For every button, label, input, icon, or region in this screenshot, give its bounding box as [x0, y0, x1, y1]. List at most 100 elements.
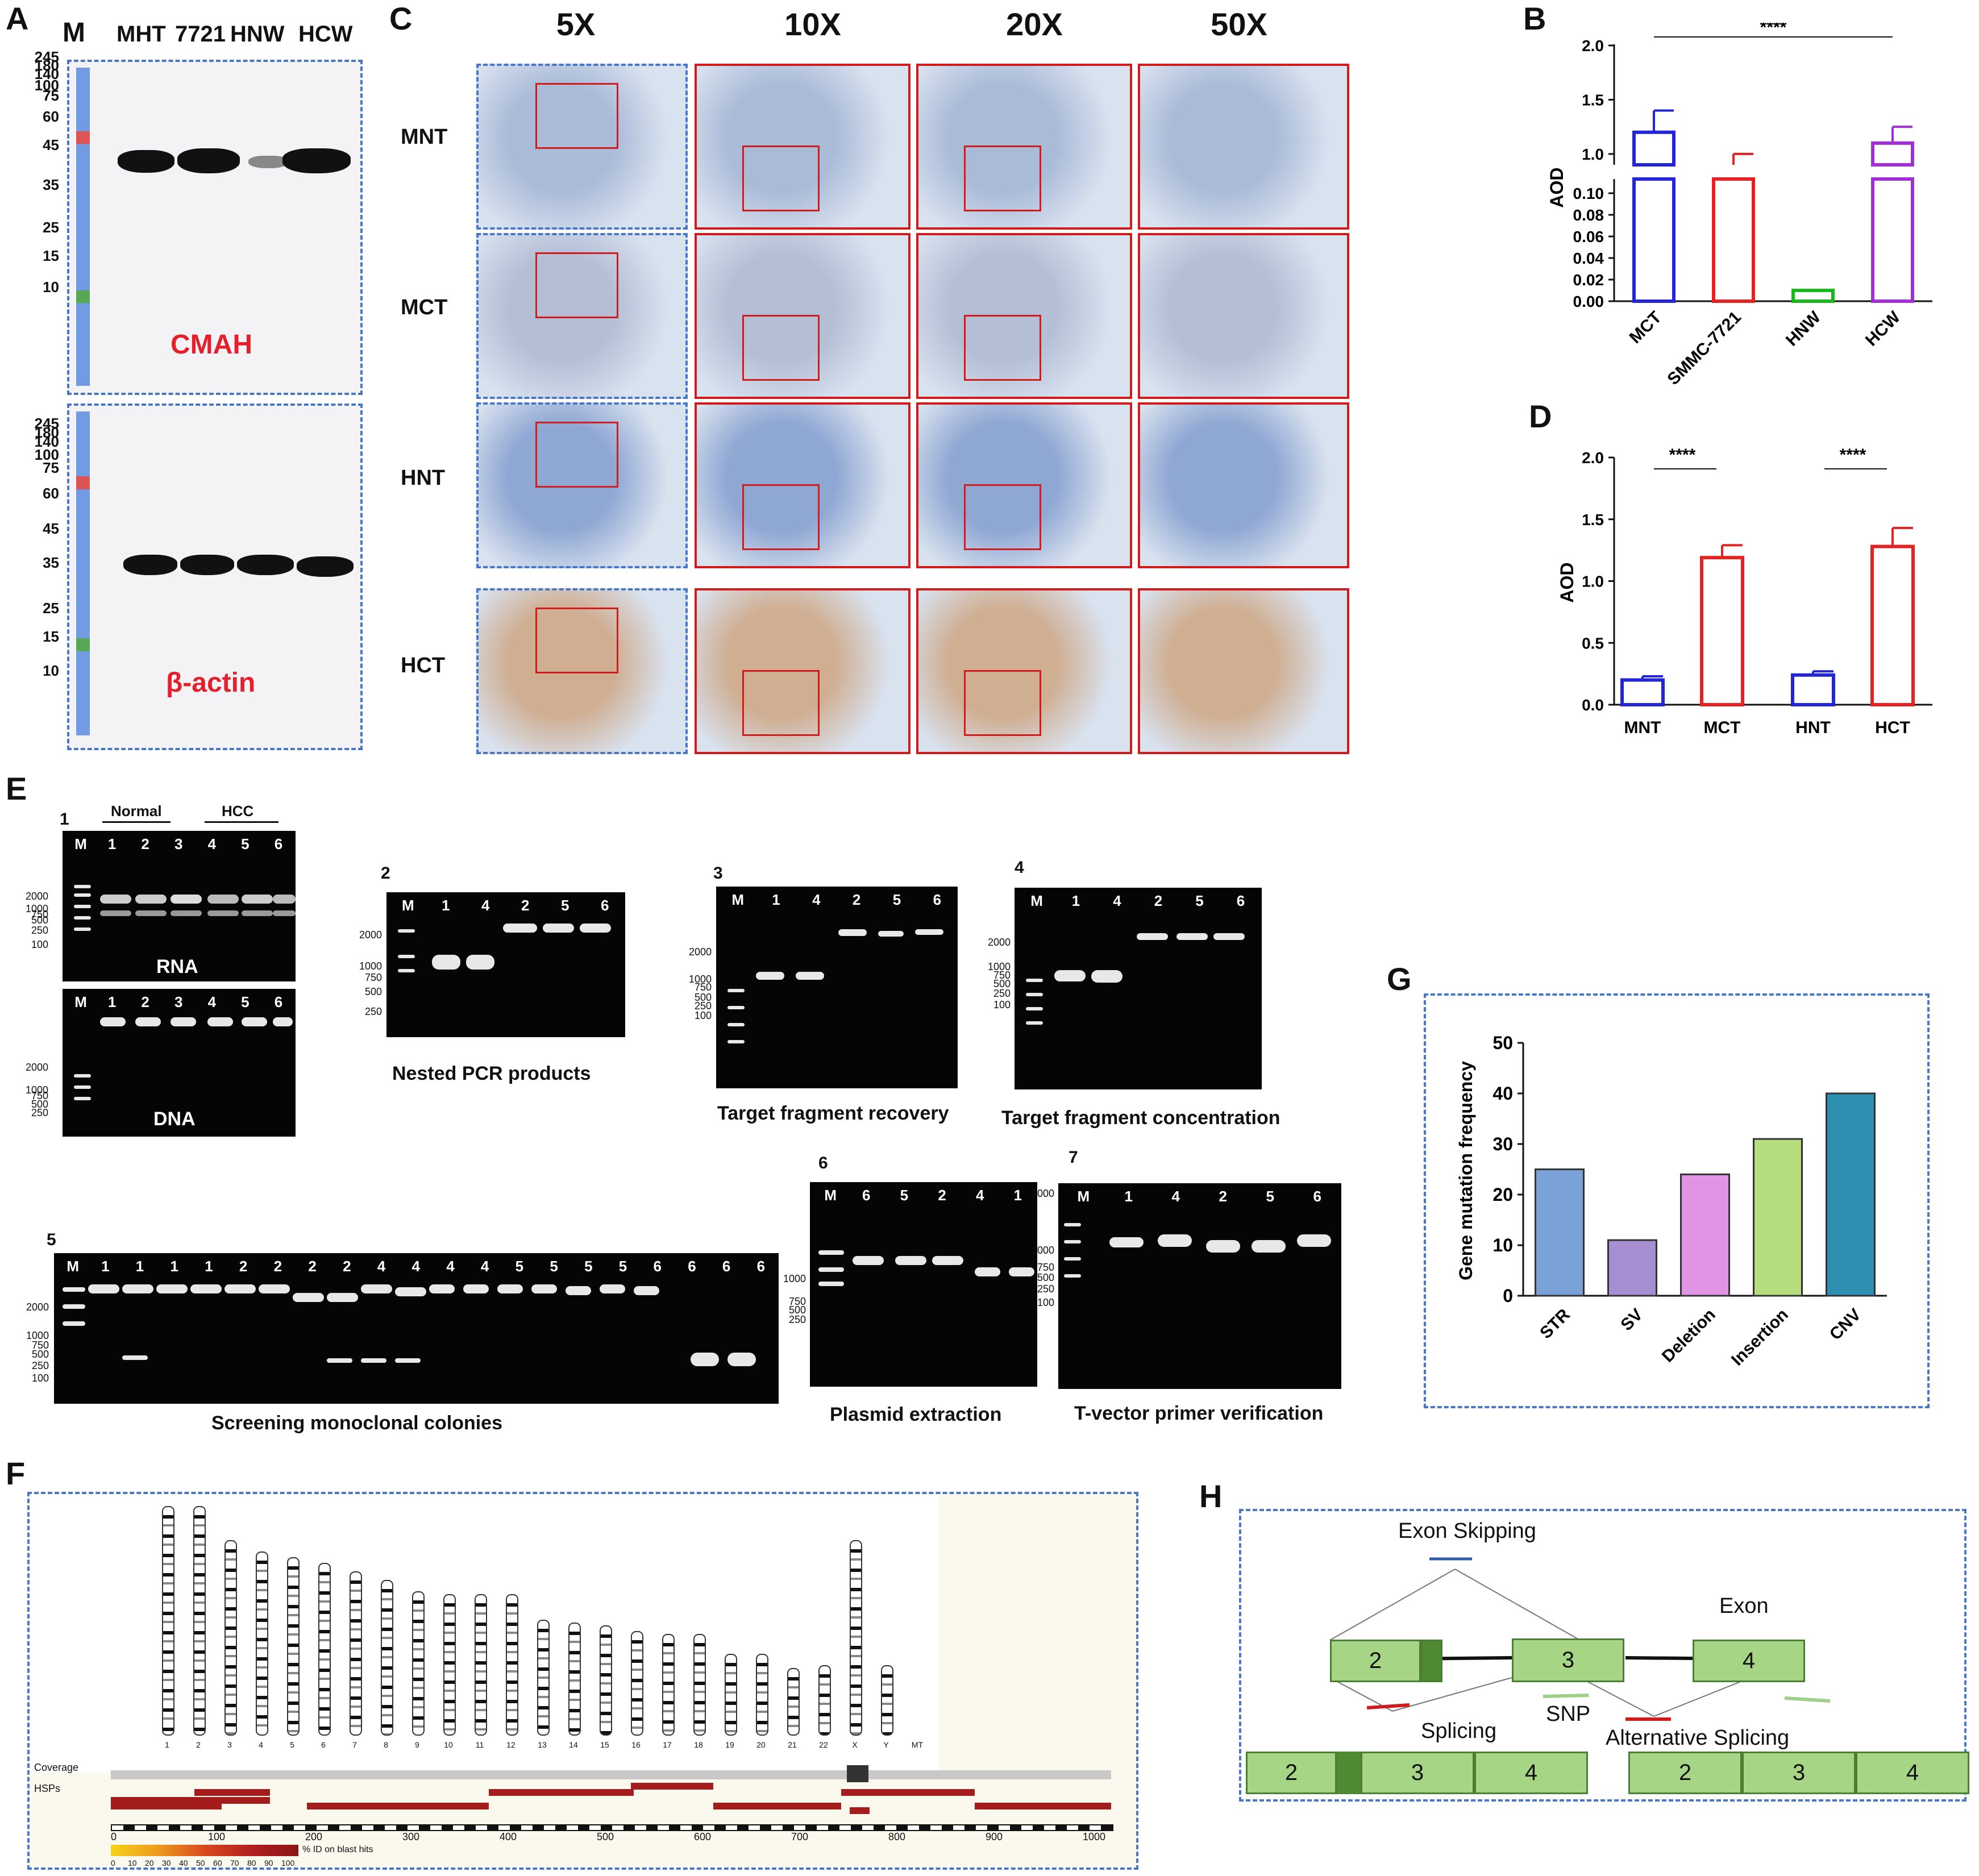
gel-band [531, 1284, 557, 1293]
ladder-tick: 60 [43, 108, 59, 125]
gel-band [543, 924, 574, 933]
chromosome-label: 12 [506, 1740, 515, 1749]
gel1-number: 1 [60, 810, 69, 829]
zoom-box [535, 422, 618, 488]
chromosome-8 [381, 1580, 393, 1736]
ladder-tick: 10 [43, 662, 59, 679]
lane-label: 5 [584, 1258, 593, 1275]
cmah-blot: CMAH [69, 62, 360, 393]
cmah-blot-frame [67, 60, 363, 395]
scale-label: 1000 [1083, 1831, 1106, 1842]
lane-label: 5 [241, 993, 250, 1010]
lane-label: 3 [174, 835, 183, 852]
lane-label: 6 [1313, 1188, 1321, 1205]
group-normal-line [102, 821, 171, 823]
gel-tick: 250 [31, 1360, 49, 1371]
gel3-caption: Target fragment recovery [717, 1103, 949, 1124]
lane-label: 6 [722, 1258, 731, 1275]
chromosome-label: 9 [415, 1740, 419, 1749]
gel-band [100, 1017, 126, 1026]
gel-tick: 2000 [1031, 1188, 1054, 1199]
gel-band [242, 895, 273, 904]
gel-band [122, 1284, 153, 1293]
y-axis-label: AOD [1546, 167, 1567, 207]
chromosome-10 [443, 1594, 456, 1736]
lane-label: 4 [481, 897, 490, 914]
legend-tick: 80 [247, 1858, 256, 1867]
scale-label: 800 [888, 1831, 906, 1842]
chromosome-4 [256, 1551, 268, 1736]
gel-band [63, 1287, 85, 1292]
lane-label: M [824, 1187, 837, 1204]
gel-tick: 250 [364, 1006, 382, 1017]
lane-label: 4 [1113, 892, 1121, 909]
chromosome-Y [881, 1665, 893, 1736]
gel-tick: 750 [993, 970, 1011, 981]
gel-band [1091, 970, 1122, 983]
zoom-box [535, 252, 618, 318]
lane-mht: MHT [117, 22, 166, 47]
chromosome-label: 1 [165, 1740, 169, 1749]
row-label-hct: HCT [401, 654, 446, 677]
scale-label: 0 [111, 1831, 117, 1842]
gel-tick: 100 [694, 1010, 712, 1021]
panel-label-h: H [1199, 1478, 1223, 1514]
gel4-number: 4 [1015, 858, 1024, 877]
lane-label: 5 [892, 891, 901, 908]
hsp-segment [111, 1803, 222, 1810]
gel-tick: 1000 [987, 961, 1011, 972]
y-tick-label: 0.5 [1582, 634, 1604, 652]
lane-label: 2 [308, 1258, 317, 1275]
iso1-exon-4: 4 [1474, 1752, 1588, 1794]
gel-band [273, 1017, 293, 1026]
ihc-mct-2 [695, 233, 910, 399]
gel1-dna: M 1 2 3 4 5 6 DNA [63, 989, 296, 1137]
y-tick-label: 0.00 [1573, 293, 1604, 310]
y-tick-label: 50 [1492, 1033, 1513, 1053]
chromosome-11 [475, 1594, 487, 1736]
chromosome-15 [600, 1625, 612, 1736]
gel-band [1297, 1234, 1331, 1247]
gel-band [818, 1267, 844, 1272]
gel3: M 1 4 2 5 6 [716, 887, 958, 1088]
lane-label: 4 [480, 1258, 489, 1275]
gel-band [1009, 1267, 1034, 1276]
gel-band [398, 955, 415, 958]
ladder-tick: 35 [43, 176, 59, 193]
ihc-mct-4 [1138, 233, 1349, 399]
lane-label: 4 [207, 993, 217, 1010]
iso1-exon-2: 2 [1246, 1752, 1337, 1794]
gel2-caption: Nested PCR products [392, 1063, 591, 1084]
gel-band [727, 1353, 756, 1366]
ihc-hct-4 [1138, 588, 1349, 754]
chromosome-label: 20 [756, 1740, 766, 1749]
lane-label: 4 [207, 835, 217, 852]
y-tick-label: 2.0 [1582, 449, 1604, 467]
gel-band [1064, 1257, 1081, 1261]
band-actin-4 [297, 556, 354, 577]
panel-label-a: A [6, 1, 29, 36]
gel-band [88, 1284, 119, 1293]
gel-band [63, 1321, 85, 1326]
chromosome-label: 19 [725, 1740, 734, 1749]
y-tick-label: 10 [1492, 1235, 1513, 1255]
lane-label: 1 [442, 897, 450, 914]
hsp-segment [194, 1789, 270, 1796]
row-label-mnt: MNT [401, 125, 448, 149]
gel-band [600, 1284, 625, 1293]
gel-tick: 250 [694, 1000, 712, 1012]
x-tick-label: MNT [1624, 718, 1661, 737]
lane-label: 2 [852, 891, 861, 908]
lane-label: 1 [101, 1258, 110, 1275]
panel-label-e: E [6, 771, 27, 806]
bar [1680, 1173, 1730, 1297]
exon-box-4: 4 [1693, 1640, 1805, 1682]
bar-lower [1632, 177, 1676, 303]
ladder-tick: 245 [34, 415, 59, 432]
gel-band [429, 1284, 455, 1293]
hsp-segment [975, 1803, 1111, 1810]
chromosome-9 [412, 1591, 425, 1736]
gel-tick: 250 [31, 925, 48, 936]
chromosome-label: 14 [569, 1740, 578, 1749]
ihc-mnt-4 [1138, 64, 1349, 230]
